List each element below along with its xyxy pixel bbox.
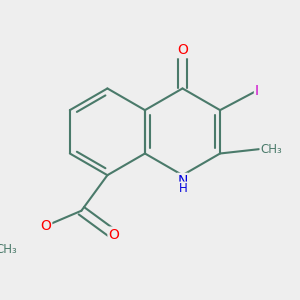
Text: O: O bbox=[109, 228, 119, 242]
Text: H: H bbox=[179, 182, 188, 195]
Text: CH₃: CH₃ bbox=[0, 243, 17, 256]
Text: CH₃: CH₃ bbox=[260, 143, 282, 156]
Text: O: O bbox=[177, 43, 188, 57]
Text: I: I bbox=[255, 84, 259, 98]
Text: N: N bbox=[177, 174, 188, 188]
Text: O: O bbox=[40, 219, 51, 233]
